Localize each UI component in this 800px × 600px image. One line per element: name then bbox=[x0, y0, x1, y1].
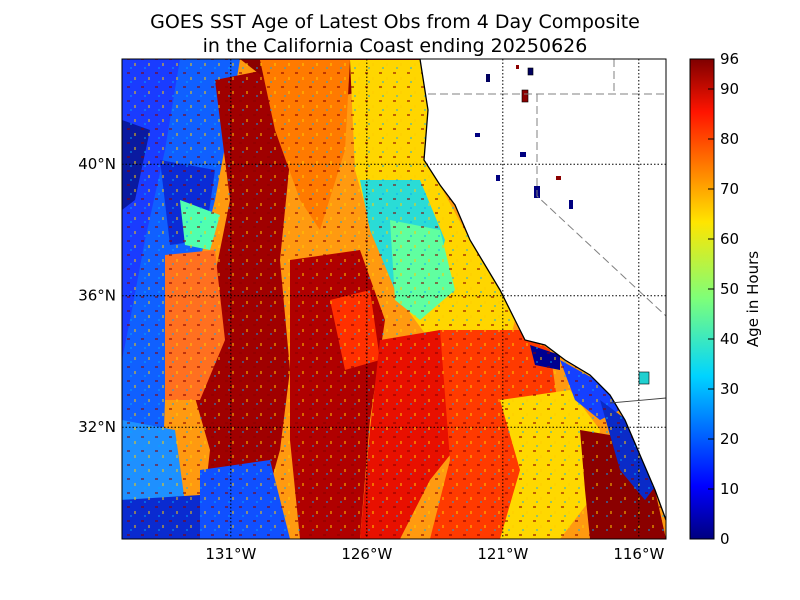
lon-tick-label: 131°W bbox=[205, 545, 256, 563]
coastline bbox=[419, 58, 667, 521]
latitude-ticks: 40°N 36°N 32°N bbox=[78, 155, 116, 436]
colorbar-label: Age in Hours bbox=[744, 251, 762, 347]
longitude-ticks: 131°W 126°W 121°W 116°W bbox=[205, 545, 664, 563]
colorbar-tick-label: 50 bbox=[720, 280, 739, 298]
colorbar-tick-label: 96 bbox=[720, 50, 739, 68]
colorbar bbox=[689, 58, 715, 540]
graticule bbox=[122, 59, 666, 539]
map-title-line-2: in the California Coast ending 20250626 bbox=[202, 35, 588, 57]
lat-tick-label: 32°N bbox=[78, 418, 116, 436]
colorbar-tick-label: 30 bbox=[720, 380, 739, 398]
lon-tick-label: 126°W bbox=[341, 545, 392, 563]
lon-tick-label: 121°W bbox=[477, 545, 528, 563]
colorbar-tick-label: 80 bbox=[720, 130, 739, 148]
colorbar-tick-label: 70 bbox=[720, 180, 739, 198]
lat-tick-label: 36°N bbox=[78, 287, 116, 305]
colorbar-ticks: 0 10 20 30 40 50 60 70 80 90 96 bbox=[708, 50, 739, 548]
map-frame bbox=[121, 58, 667, 540]
state-boundaries bbox=[428, 59, 667, 317]
international-boundary bbox=[609, 397, 667, 404]
map-title-line-1: GOES SST Age of Latest Obs from 4 Day Co… bbox=[150, 11, 640, 33]
colorbar-tick-label: 10 bbox=[720, 480, 739, 498]
colorbar-tick-label: 20 bbox=[720, 430, 739, 448]
colorbar-tick-label: 90 bbox=[720, 80, 739, 98]
colorbar-tick-label: 60 bbox=[720, 230, 739, 248]
lon-tick-label: 116°W bbox=[613, 545, 664, 563]
lat-tick-label: 40°N bbox=[78, 155, 116, 173]
colorbar-tick-label: 40 bbox=[720, 330, 739, 348]
colorbar-tick-label: 0 bbox=[720, 530, 730, 548]
